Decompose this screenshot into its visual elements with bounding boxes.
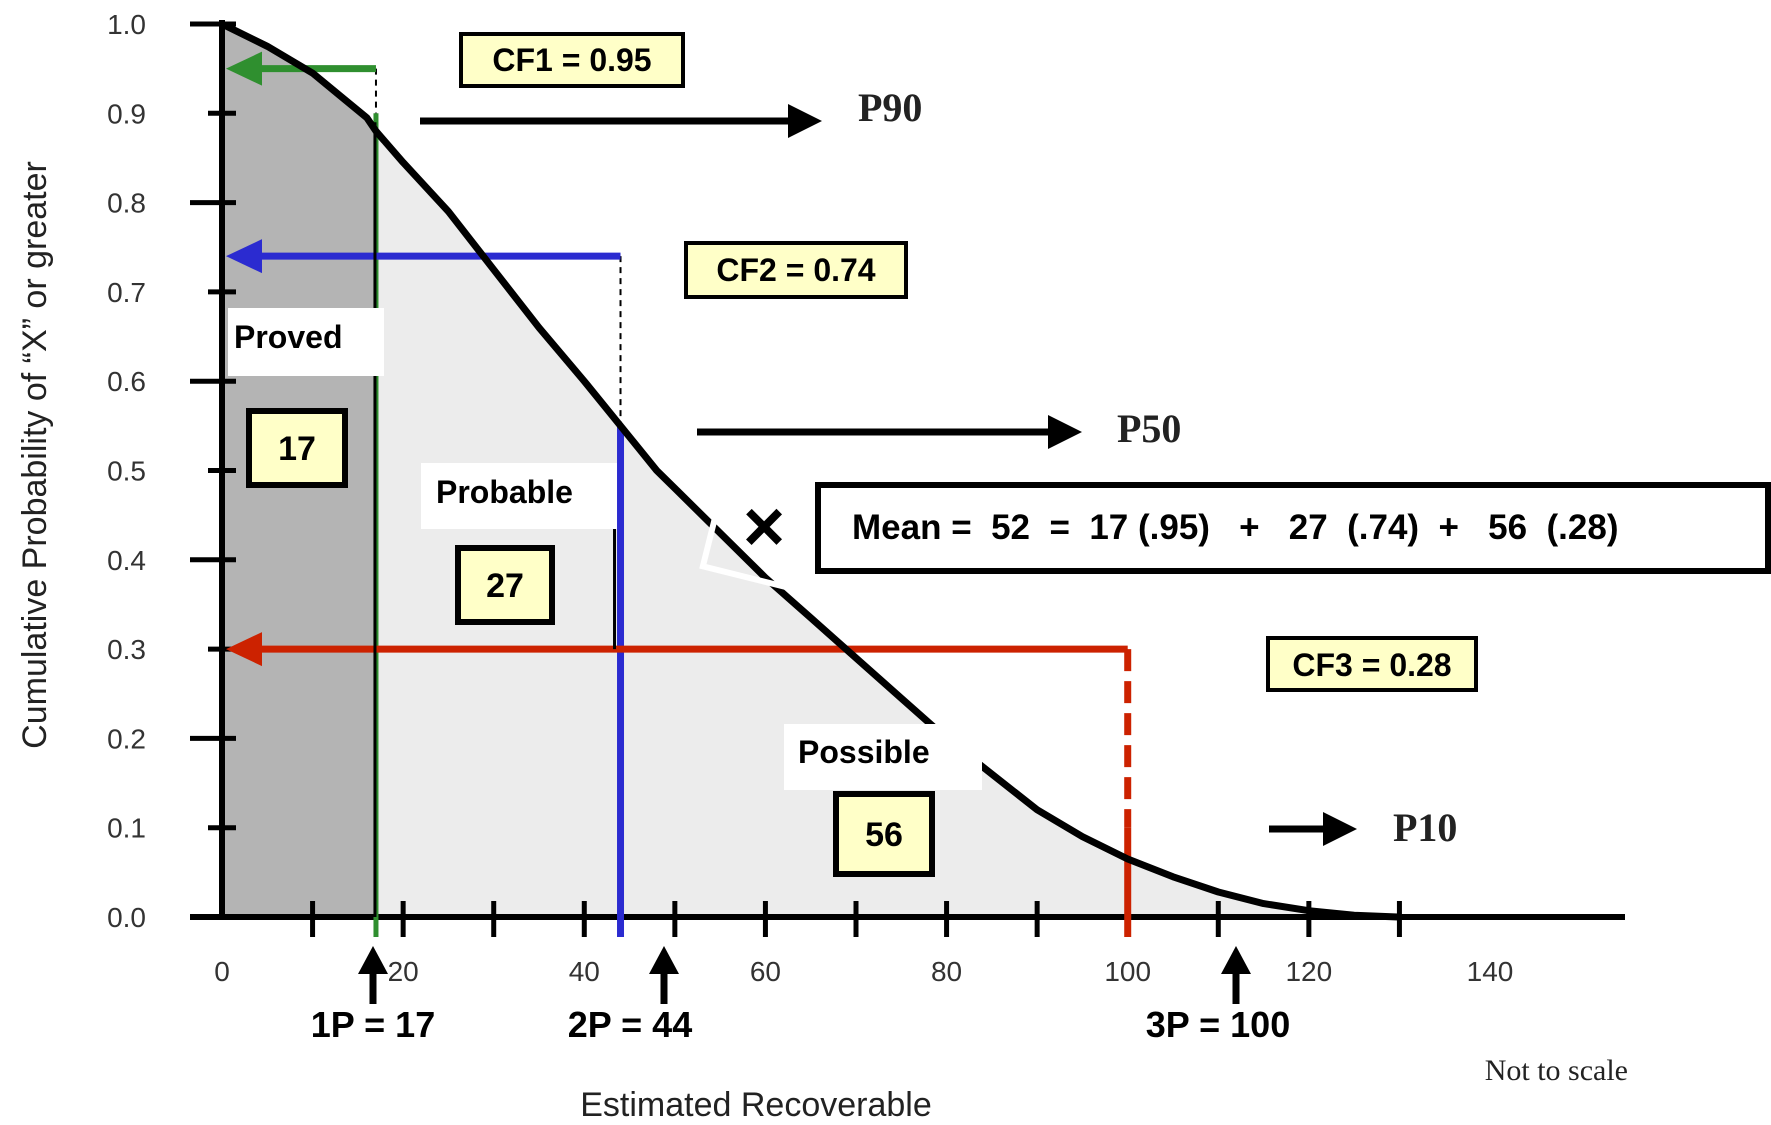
y-tick-labels: 0.0 0.1 0.2 0.3 0.4 0.5 0.6 0.7 0.8 0.9 1.0: [107, 9, 146, 933]
p10-label: P10: [1393, 805, 1457, 850]
x-tick-label: 100: [1104, 956, 1151, 987]
possible-region-label: Possible: [784, 724, 982, 790]
possible-value: 56: [865, 816, 903, 854]
cf2-box: CF2 = 0.74: [684, 241, 908, 299]
possible-label: Possible: [798, 734, 930, 770]
y-tick-label: 1.0: [107, 9, 146, 40]
probable-label: Probable: [436, 474, 573, 510]
p50-arrow: [697, 415, 1082, 449]
cf3-label: CF3 = 0.28: [1292, 647, 1451, 683]
possible-value-box: 56: [833, 791, 935, 877]
y-tick-label: 0.3: [107, 634, 146, 665]
p10-arrow: [1269, 812, 1357, 846]
x-tick-label: 140: [1467, 956, 1514, 987]
mean-box: Mean = 52 = 17 (.95) + 27 (.74) + 56 (.2…: [815, 482, 1771, 574]
y-tick-label: 0.0: [107, 902, 146, 933]
y-tick-label: 0.8: [107, 188, 146, 219]
cf2-label: CF2 = 0.74: [716, 252, 875, 288]
marker-1p-label: 1P = 17: [311, 1004, 435, 1045]
proved-value-box: 17: [246, 408, 348, 488]
cumulative-area-fill: [222, 24, 1400, 917]
p90-label: P90: [858, 85, 922, 130]
cf1-box: CF1 = 0.95: [459, 32, 685, 88]
p90-arrow: [420, 104, 822, 138]
x-tick-label: 20: [388, 956, 419, 987]
y-tick-label: 0.4: [107, 545, 146, 576]
reference-lines: [226, 51, 1132, 937]
not-to-scale-note: Not to scale: [1485, 1054, 1628, 1087]
probable-region-label: Probable: [421, 463, 617, 529]
probable-value: 27: [486, 567, 524, 605]
cf-arrow-head: [226, 632, 262, 667]
cf-arrow-head: [226, 239, 262, 274]
x-tick-label: 120: [1285, 956, 1332, 987]
y-tick-label: 0.6: [107, 366, 146, 397]
probable-value-box: 27: [455, 545, 555, 625]
cf-arrow-head: [226, 51, 262, 86]
p50-label: P50: [1117, 406, 1181, 451]
mean-x-icon: ×: [743, 487, 785, 567]
x-tick-label: 60: [750, 956, 781, 987]
y-tick-label: 0.2: [107, 723, 146, 754]
x-tick-label: 40: [569, 956, 600, 987]
y-tick-label: 0.7: [107, 277, 146, 308]
y-tick-label: 0.9: [107, 98, 146, 129]
y-axis-title: Cumulative Probability of “X” or greater: [16, 161, 54, 749]
proved-region-label: Proved: [228, 308, 384, 376]
marker-1p: 1P = 17: [311, 946, 435, 1045]
marker-3p-label: 3P = 100: [1146, 1004, 1290, 1045]
x-tick-label: 80: [931, 956, 962, 987]
x-tick-labels: 0 20 40 60 80 100 120 140: [214, 956, 1513, 987]
marker-2p: 2P = 44: [568, 946, 692, 1045]
cf1-label: CF1 = 0.95: [492, 42, 651, 78]
mean-marker: ×: [699, 479, 811, 591]
y-tick-label: 0.1: [107, 813, 146, 844]
cf3-box: CF3 = 0.28: [1266, 636, 1478, 692]
x-axis-title: Estimated Recoverable: [580, 1086, 932, 1124]
marker-3p: 3P = 100: [1146, 946, 1290, 1045]
x-tick-label: 0: [214, 956, 230, 987]
mean-equation: Mean = 52 = 17 (.95) + 27 (.74) + 56 (.2…: [852, 508, 1619, 547]
bottom-markers: 1P = 17 2P = 44 3P = 100: [311, 946, 1290, 1045]
y-tick-label: 0.5: [107, 456, 146, 487]
marker-2p-label: 2P = 44: [568, 1004, 692, 1045]
exceedance-curve: [220, 20, 1400, 921]
proved-label: Proved: [234, 319, 342, 355]
proved-value: 17: [278, 430, 316, 468]
